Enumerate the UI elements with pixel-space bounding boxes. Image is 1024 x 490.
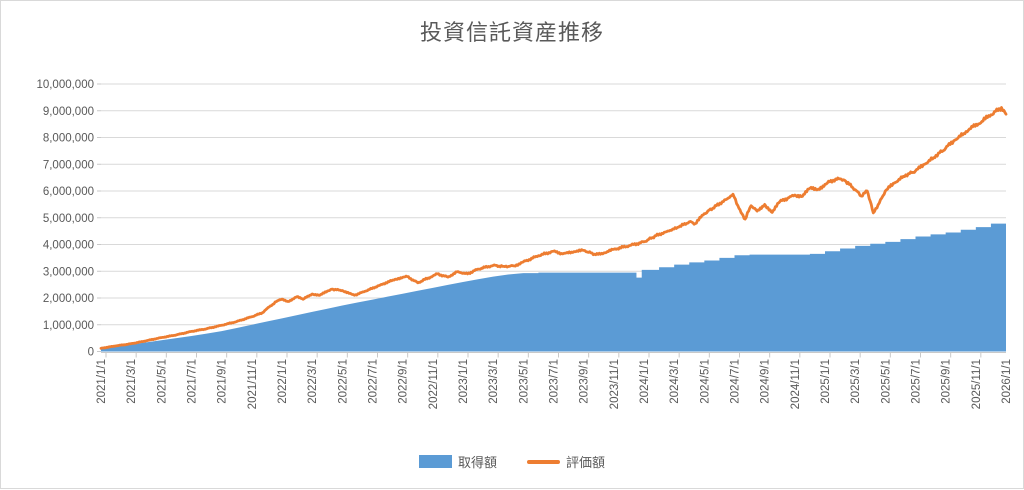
svg-text:2025/5/1: 2025/5/1 <box>880 359 892 404</box>
legend-label-valuation: 評価額 <box>566 455 606 470</box>
svg-text:2024/11/1: 2024/11/1 <box>790 359 802 409</box>
svg-text:2026/1/1: 2026/1/1 <box>1001 359 1013 404</box>
svg-text:2021/1/1: 2021/1/1 <box>96 359 108 404</box>
valuation-line[interactable] <box>99 106 1008 350</box>
svg-text:2022/9/1: 2022/9/1 <box>398 359 410 404</box>
svg-text:2022/1/1: 2022/1/1 <box>277 359 289 404</box>
svg-text:2022/11/1: 2022/11/1 <box>428 359 440 409</box>
svg-text:8,000,000: 8,000,000 <box>43 133 94 145</box>
svg-text:2,000,000: 2,000,000 <box>43 293 94 305</box>
svg-text:2024/1/1: 2024/1/1 <box>639 359 651 404</box>
svg-text:2023/9/1: 2023/9/1 <box>579 359 591 404</box>
svg-text:6,000,000: 6,000,000 <box>43 186 94 198</box>
svg-text:4,000,000: 4,000,000 <box>43 240 94 252</box>
svg-text:2023/5/1: 2023/5/1 <box>518 359 530 404</box>
svg-text:2024/3/1: 2024/3/1 <box>669 359 681 404</box>
svg-text:2025/3/1: 2025/3/1 <box>850 359 862 404</box>
svg-text:2023/3/1: 2023/3/1 <box>488 359 500 404</box>
legend: 取得額 評価額 <box>1 452 1023 471</box>
x-axis <box>101 352 1006 358</box>
svg-text:2021/11/1: 2021/11/1 <box>247 359 259 409</box>
acquisition-area[interactable] <box>101 219 1006 352</box>
svg-text:2022/7/1: 2022/7/1 <box>368 359 380 404</box>
legend-item-valuation[interactable]: 評価額 <box>527 452 605 471</box>
legend-item-acquisition[interactable]: 取得額 <box>418 452 497 471</box>
legend-label-acquisition: 取得額 <box>457 455 497 470</box>
svg-text:2021/7/1: 2021/7/1 <box>187 359 199 404</box>
svg-text:2021/5/1: 2021/5/1 <box>156 359 168 404</box>
svg-text:2023/7/1: 2023/7/1 <box>549 359 561 404</box>
svg-text:2021/9/1: 2021/9/1 <box>217 359 229 404</box>
svg-text:2024/5/1: 2024/5/1 <box>699 359 711 404</box>
svg-text:3,000,000: 3,000,000 <box>43 266 94 278</box>
svg-text:2022/5/1: 2022/5/1 <box>337 359 349 404</box>
svg-text:2025/9/1: 2025/9/1 <box>941 359 953 404</box>
svg-text:2025/1/1: 2025/1/1 <box>820 359 832 404</box>
svg-text:2024/7/1: 2024/7/1 <box>730 359 742 404</box>
svg-text:2023/1/1: 2023/1/1 <box>458 359 470 404</box>
svg-text:10,000,000: 10,000,000 <box>36 79 94 91</box>
x-axis-labels: 2021/1/1 2021/3/1 2021/5/1 2021/7/1 2021/9/1… <box>96 359 1013 409</box>
acquisition-area-swatch <box>418 455 452 468</box>
svg-text:2024/9/1: 2024/9/1 <box>760 359 772 404</box>
svg-text:2025/11/1: 2025/11/1 <box>971 359 983 409</box>
svg-text:2023/11/1: 2023/11/1 <box>609 359 621 409</box>
svg-text:5,000,000: 5,000,000 <box>43 213 94 225</box>
valuation-line-swatch <box>527 459 560 464</box>
svg-text:2022/3/1: 2022/3/1 <box>307 359 319 404</box>
y-axis-labels: 0 1,000,000 2,000,000 3,000,000 4,000,000 5,0… <box>36 79 94 359</box>
svg-text:0: 0 <box>88 347 94 359</box>
svg-text:1,000,000: 1,000,000 <box>43 320 94 332</box>
svg-text:7,000,000: 7,000,000 <box>43 159 94 171</box>
svg-text:2025/7/1: 2025/7/1 <box>911 359 923 404</box>
chart-title: 投資信託資産推移 <box>419 20 604 45</box>
svg-text:2021/3/1: 2021/3/1 <box>126 359 138 404</box>
svg-text:9,000,000: 9,000,000 <box>43 106 94 118</box>
